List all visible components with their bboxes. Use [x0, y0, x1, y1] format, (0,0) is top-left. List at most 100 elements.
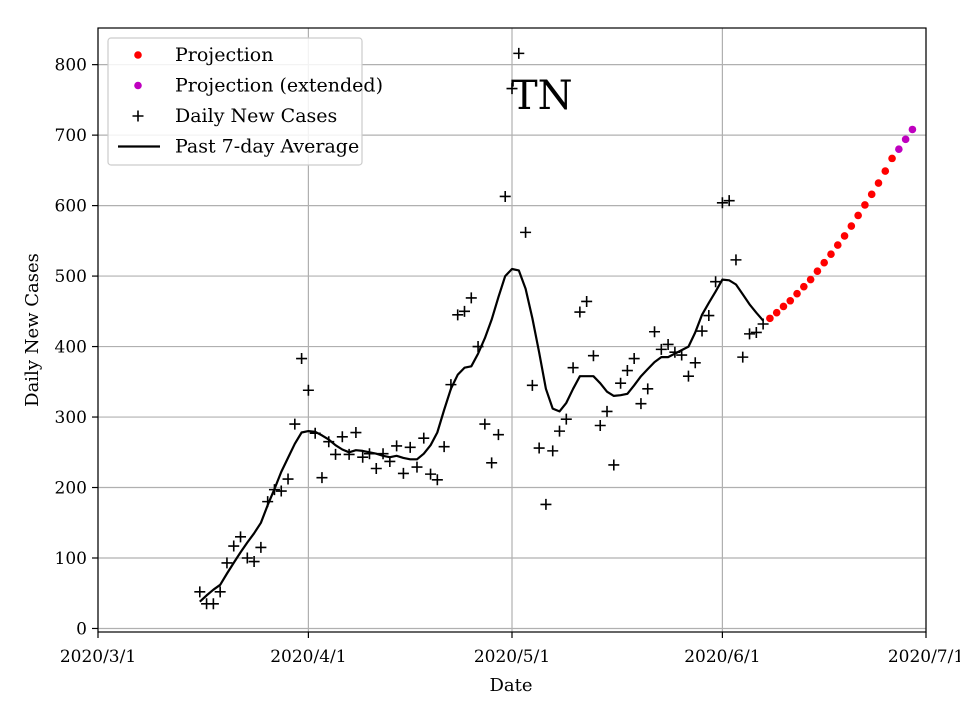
- daily-case-marker: [425, 468, 437, 480]
- daily-case-marker: [330, 448, 342, 460]
- daily-case-marker: [241, 552, 253, 564]
- daily-case-marker: [357, 451, 369, 463]
- daily-case-marker: [472, 341, 484, 353]
- daily-case-marker: [757, 318, 769, 330]
- y-tick-label: 200: [55, 479, 87, 499]
- projection-point: [779, 302, 788, 311]
- daily-case-marker: [628, 353, 640, 365]
- projection-point: [766, 314, 774, 323]
- daily-case-marker: [465, 292, 477, 304]
- daily-case-marker: [587, 350, 599, 362]
- daily-case-marker: [458, 305, 470, 317]
- daily-case-marker: [547, 445, 559, 457]
- y-tick-label: 600: [55, 197, 87, 217]
- daily-case-marker: [384, 455, 396, 467]
- daily-case-marker: [255, 541, 267, 553]
- daily-case-marker: [316, 472, 328, 484]
- daily-case-marker: [574, 306, 586, 318]
- state-label: TN: [511, 73, 573, 119]
- daily-case-marker: [268, 484, 280, 496]
- daily-case-marker: [499, 190, 511, 202]
- daily-case-marker: [431, 474, 443, 486]
- daily-case-marker: [730, 254, 742, 266]
- projection-point: [888, 154, 896, 163]
- daily-case-marker: [554, 425, 566, 437]
- daily-case-marker: [248, 556, 260, 568]
- daily-case-marker: [669, 346, 681, 358]
- daily-case-marker: [615, 377, 627, 389]
- daily-case-marker: [438, 441, 450, 453]
- daily-case-marker: [567, 362, 579, 374]
- daily-case-marker: [194, 586, 206, 598]
- daily-case-marker: [486, 457, 498, 469]
- legend-projection_extended-marker: [134, 81, 142, 90]
- projection-point: [827, 250, 835, 259]
- daily-case-marker: [235, 531, 247, 543]
- daily-case-marker: [404, 441, 416, 453]
- daily-case-marker: [418, 432, 430, 444]
- projection-point: [772, 308, 781, 317]
- y-tick-label: 800: [55, 56, 87, 76]
- daily-case-marker: [560, 413, 572, 425]
- y-tick-label: 700: [55, 126, 87, 146]
- projection-point: [813, 267, 822, 275]
- projection-point: [786, 296, 795, 305]
- y-tick-label: 500: [55, 267, 87, 287]
- daily-case-marker: [723, 195, 735, 207]
- legend-box: [107, 37, 363, 166]
- daily-case-marker: [221, 557, 233, 569]
- projection-point: [840, 232, 849, 240]
- legend-daily-label: Daily New Cases: [175, 105, 337, 127]
- projection-point: [847, 222, 856, 230]
- legend-projection-marker: [134, 51, 142, 59]
- x-tick-label: 2020/3/1: [60, 647, 136, 667]
- projection-extended-point: [908, 125, 917, 134]
- daily-case-marker: [282, 473, 294, 485]
- x-tick-label: 2020/5/1: [474, 647, 550, 667]
- daily-case-marker: [621, 365, 633, 377]
- legend-average-label: Past 7-day Average: [175, 136, 359, 158]
- projection-point: [800, 282, 808, 291]
- daily-case-marker: [350, 427, 362, 439]
- daily-case-marker: [445, 379, 457, 391]
- x-tick-label: 2020/7/1: [888, 647, 960, 667]
- legend-daily-marker: [132, 110, 144, 122]
- daily-case-marker: [228, 540, 240, 552]
- y-tick-label: 300: [55, 408, 87, 428]
- daily-case-marker: [662, 338, 674, 350]
- daily-case-marker: [289, 418, 301, 430]
- projection-point: [793, 289, 801, 298]
- projection-point: [806, 275, 815, 284]
- legend: Projection Projection (extended) Daily New…: [107, 37, 383, 166]
- projection-extended-point: [895, 145, 903, 154]
- daily-case-marker: [479, 418, 491, 430]
- daily-case-marker: [377, 448, 389, 460]
- daily-case-marker: [513, 47, 525, 59]
- daily-case-marker: [262, 496, 274, 508]
- daily-case-marker: [649, 326, 661, 338]
- daily-case-marker: [411, 461, 423, 473]
- x-tick-label: 2020/6/1: [684, 647, 760, 667]
- x-tick-label: 2020/4/1: [270, 647, 346, 667]
- daily-case-marker: [710, 276, 722, 288]
- daily-case-marker: [520, 226, 532, 238]
- daily-case-marker: [635, 398, 647, 410]
- daily-case-marker: [744, 328, 756, 340]
- daily-case-marker: [696, 325, 708, 337]
- projection-series: [766, 154, 896, 323]
- daily-case-marker: [343, 448, 355, 460]
- daily-case-marker: [540, 498, 552, 510]
- daily-case-marker: [492, 429, 504, 441]
- projection-point: [867, 190, 876, 199]
- daily-case-marker: [716, 197, 728, 209]
- daily-case-marker: [370, 462, 382, 474]
- projection-point: [833, 241, 842, 249]
- daily-case-marker: [397, 467, 409, 479]
- projection-point: [820, 258, 828, 267]
- projection-point: [881, 167, 890, 175]
- daily-case-marker: [296, 353, 308, 365]
- daily-case-marker: [682, 370, 694, 382]
- projection-point: [861, 201, 869, 209]
- daily-case-marker: [302, 384, 314, 396]
